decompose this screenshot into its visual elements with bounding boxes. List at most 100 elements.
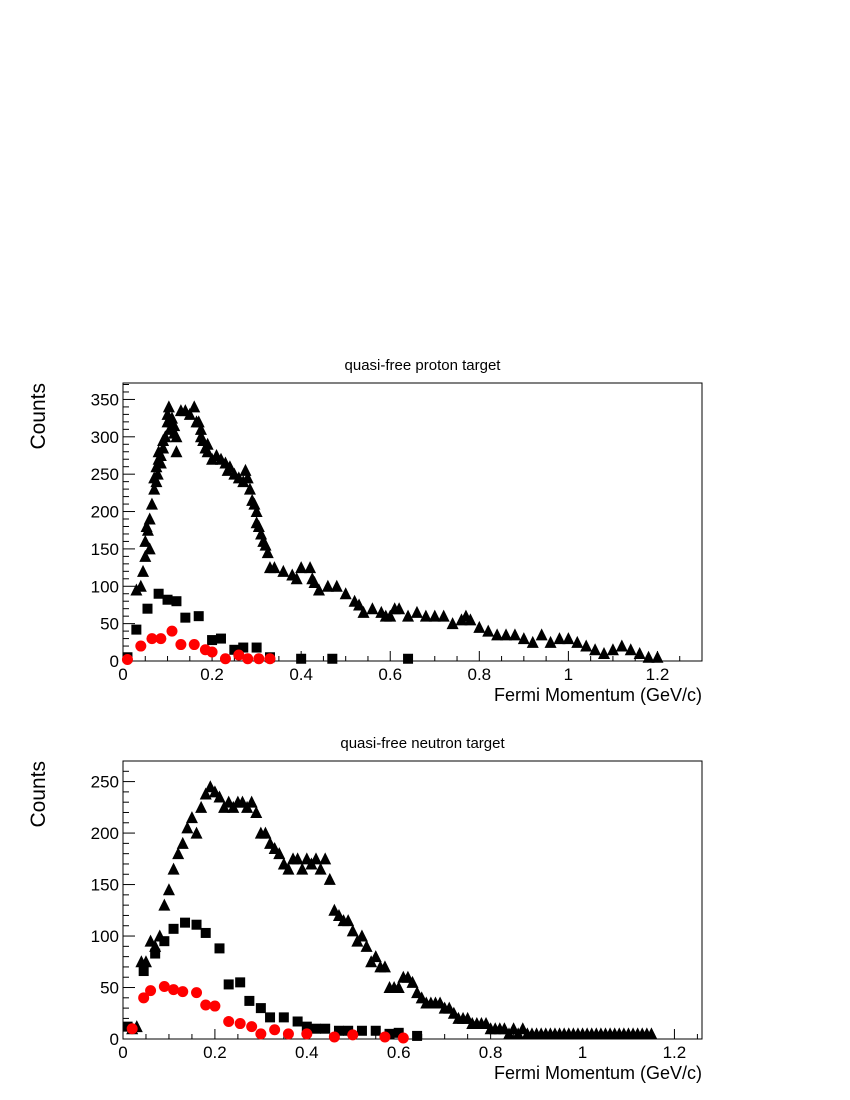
- circle-point: [138, 992, 150, 1004]
- circle-point: [253, 653, 265, 665]
- triangle-point: [139, 534, 152, 547]
- triangle-point: [589, 643, 602, 656]
- y-axis-label: Counts: [27, 383, 50, 450]
- triangle-point: [168, 419, 181, 432]
- triangle-point: [273, 847, 286, 860]
- circle-point: [246, 1021, 258, 1033]
- square-point: [278, 1012, 289, 1023]
- triangle-point: [282, 862, 295, 875]
- triangle-point: [353, 598, 366, 611]
- x-tick-label: 0.4: [295, 1043, 319, 1062]
- square-point: [131, 624, 142, 635]
- x-axis-label: Fermi Momentum (GeV/c): [494, 685, 702, 705]
- circle-point: [121, 654, 133, 666]
- triangle-point: [482, 624, 495, 637]
- triangle-point: [185, 811, 198, 824]
- square-point: [142, 603, 153, 614]
- x-tick-label: 0.6: [378, 665, 402, 684]
- triangle-point: [615, 639, 628, 652]
- circle-point: [301, 1028, 313, 1040]
- triangle-point: [259, 538, 272, 551]
- triangle-point: [645, 1027, 658, 1040]
- triangle-point: [172, 847, 185, 860]
- square-point: [356, 1025, 367, 1036]
- triangle-point: [562, 632, 575, 645]
- triangle-point: [642, 650, 655, 663]
- circle-point: [397, 1032, 409, 1044]
- circle-point: [234, 1018, 246, 1030]
- square-point: [193, 611, 204, 622]
- square-point: [180, 612, 191, 623]
- triangle-point: [410, 605, 423, 618]
- triangle-point: [544, 635, 557, 648]
- circle-point: [188, 639, 200, 651]
- triangle-point: [139, 549, 152, 562]
- triangle-point: [255, 527, 268, 540]
- circle-point: [255, 1028, 267, 1040]
- square-point: [215, 633, 226, 644]
- triangle-point: [606, 643, 619, 656]
- triangle-point: [151, 467, 164, 480]
- triangle-point: [369, 950, 382, 963]
- triangle-point: [296, 862, 309, 875]
- y-tick-label: 50: [100, 615, 119, 634]
- triangle-point: [355, 929, 368, 942]
- y-tick-label: 250: [91, 773, 119, 792]
- triangle-point: [291, 852, 304, 865]
- circle-point: [200, 999, 212, 1011]
- circle-point: [166, 625, 178, 637]
- triangle-point: [188, 400, 201, 413]
- circle-point: [269, 1024, 281, 1036]
- triangle-point: [323, 872, 336, 885]
- triangle-point: [192, 415, 205, 428]
- square-point: [168, 923, 179, 934]
- circle-point: [379, 1031, 391, 1043]
- circle-point: [223, 1015, 235, 1027]
- triangle-point: [241, 471, 254, 484]
- triangle-point: [346, 924, 359, 937]
- triangle-point: [535, 628, 548, 641]
- triangle-point: [190, 826, 203, 839]
- data-points: [121, 400, 664, 666]
- square-point: [159, 936, 170, 947]
- y-tick-label: 0: [110, 1030, 119, 1049]
- square-point: [333, 1025, 344, 1036]
- triangle-point: [165, 411, 178, 424]
- triangle-point: [428, 609, 441, 622]
- triangle-point: [213, 790, 226, 803]
- circle-point: [158, 980, 170, 992]
- triangle-point: [201, 445, 214, 458]
- triangle-point: [517, 632, 530, 645]
- proton-target-panel: quasi-free proton target Fermi Momentum …: [27, 357, 703, 705]
- circle-point: [191, 987, 203, 999]
- triangle-point: [508, 628, 521, 641]
- triangle-point: [154, 448, 167, 461]
- circle-point: [219, 653, 231, 665]
- triangle-point: [239, 463, 252, 476]
- y-tick-label: 150: [91, 540, 119, 559]
- circle-point: [146, 633, 158, 645]
- circle-point: [233, 649, 245, 661]
- y-tick-label: 100: [91, 927, 119, 946]
- triangle-point: [360, 939, 373, 952]
- y-axis-label: Counts: [27, 761, 50, 828]
- square-point: [255, 1003, 266, 1014]
- square-point: [191, 919, 202, 930]
- triangle-point: [201, 437, 214, 450]
- y-tick-label: 350: [91, 390, 119, 409]
- circle-point: [209, 1000, 221, 1012]
- square-point: [343, 1025, 354, 1036]
- x-axis-label: Fermi Momentum (GeV/c): [494, 1063, 702, 1083]
- triangle-point: [308, 576, 321, 589]
- x-tick-label: 0.4: [289, 665, 313, 684]
- triangle-point: [464, 613, 477, 626]
- square-point: [180, 917, 191, 928]
- square-point: [320, 1023, 331, 1034]
- square-point: [412, 1030, 423, 1041]
- triangle-point: [243, 482, 256, 495]
- circle-point: [145, 985, 157, 997]
- triangle-point: [223, 460, 236, 473]
- triangle-point: [250, 805, 263, 818]
- y-tick-label: 250: [91, 465, 119, 484]
- triangle-point: [143, 512, 156, 525]
